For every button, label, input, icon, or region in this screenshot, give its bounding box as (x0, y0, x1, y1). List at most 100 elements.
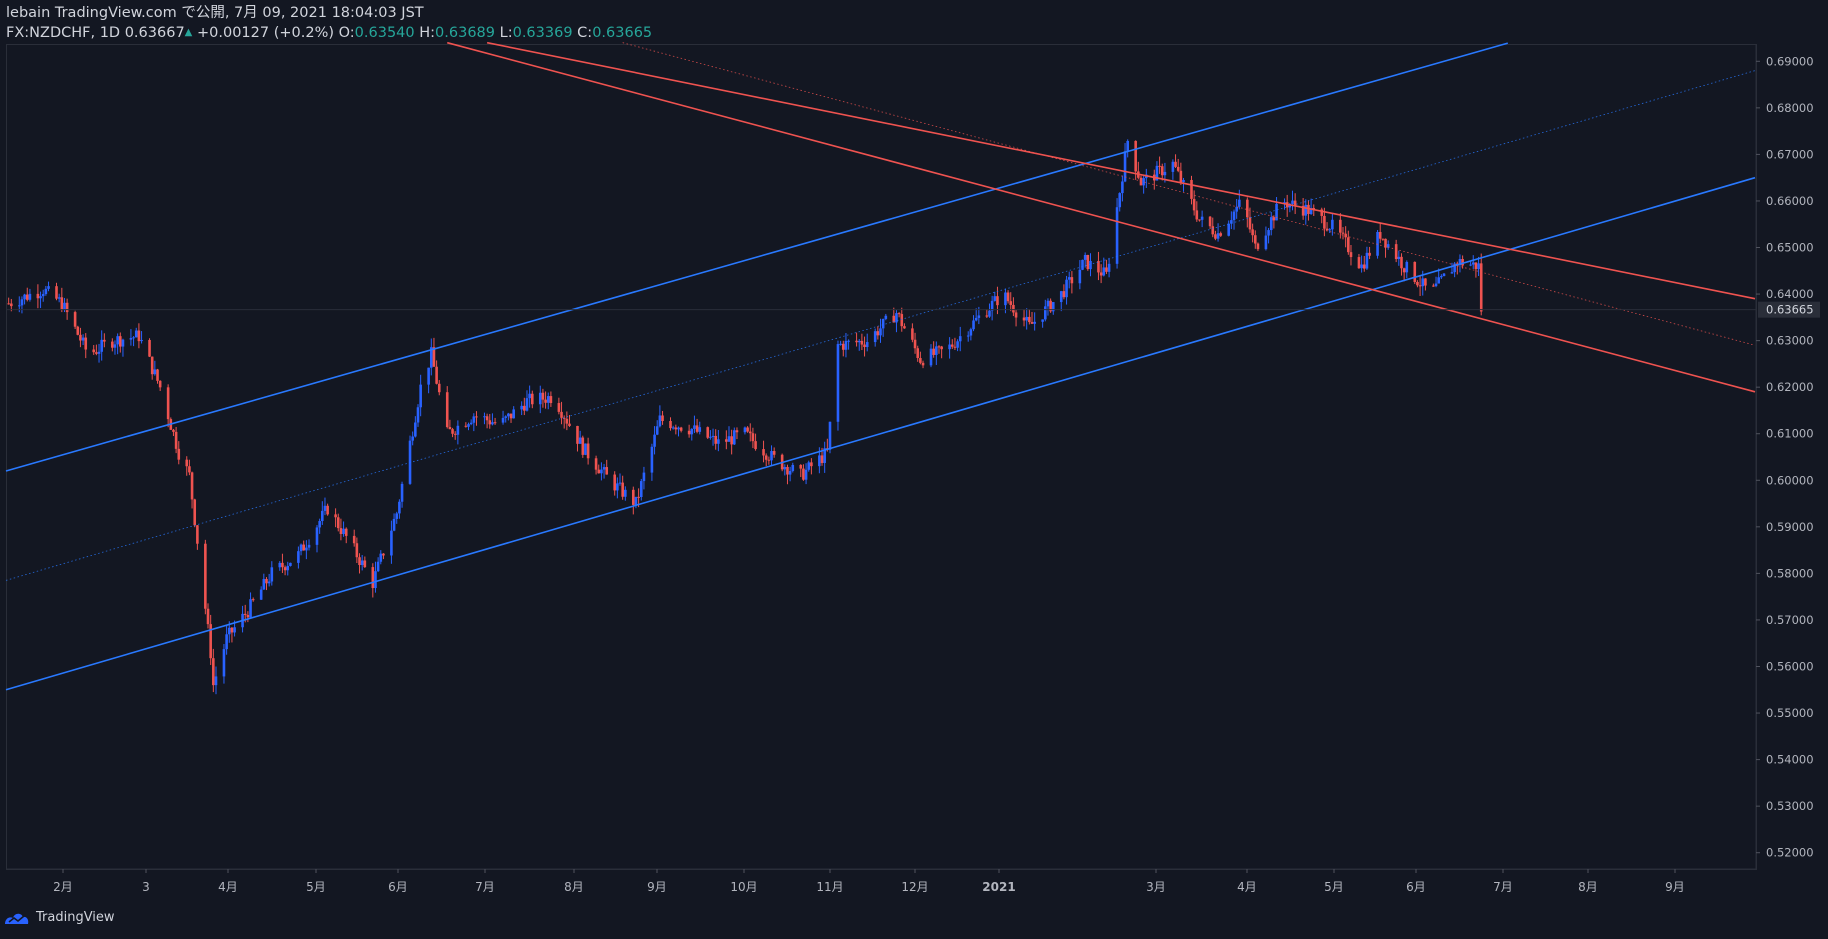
candle-body (1357, 257, 1361, 269)
candle-body (323, 505, 327, 511)
candle-body (1471, 262, 1475, 265)
candle-body (594, 458, 598, 470)
candle-body (950, 344, 954, 347)
candle-body (1089, 260, 1092, 270)
candle-body (1323, 215, 1326, 229)
candle-body (746, 427, 749, 432)
time-tick-label: 8月 (1578, 880, 1598, 894)
candle-body (246, 614, 250, 618)
candle-body (1416, 281, 1419, 286)
candle-body (568, 423, 571, 426)
candle-body (1227, 223, 1231, 236)
candle-body (538, 392, 542, 405)
price-tick-label: 0.61000 (1766, 427, 1814, 441)
candle-body (414, 422, 417, 437)
candle-body (121, 339, 125, 347)
candle-body (97, 351, 101, 354)
close-value: 0.63665 (592, 25, 653, 41)
candle-body (1320, 209, 1324, 216)
candle-body (799, 464, 803, 469)
candle-body (584, 443, 587, 455)
candle-body (541, 392, 545, 400)
candle-body (363, 560, 367, 568)
candle-body (57, 297, 61, 299)
candle-body (637, 496, 640, 498)
candle-body (1012, 304, 1015, 313)
candle-body (1347, 237, 1350, 253)
candle-body (1360, 264, 1363, 269)
candle-body (1232, 211, 1236, 221)
candle-body (243, 613, 247, 615)
candle-body (1097, 260, 1100, 273)
time-tick-label: 5月 (306, 880, 326, 894)
tradingview-branding[interactable]: TradingView (4, 910, 115, 925)
candle-body (1065, 279, 1068, 298)
price-change: +0.00127 (+0.2%) (196, 25, 335, 41)
candle-body (1477, 263, 1480, 270)
candle-body (802, 468, 805, 480)
candle-body (1214, 234, 1217, 239)
time-tick-label: 9月 (1665, 880, 1685, 894)
candle-body (1368, 252, 1371, 256)
candle-body (841, 343, 845, 350)
candle-body (1081, 259, 1084, 270)
candle-body (1328, 229, 1332, 231)
candle-body (602, 467, 606, 470)
candle-body (267, 581, 271, 584)
close-label: C: (577, 25, 593, 41)
candle-body (196, 525, 199, 544)
candle-body (55, 286, 58, 299)
candle-body (876, 331, 880, 336)
candle-body (1115, 207, 1119, 264)
candle-body (921, 362, 925, 366)
candle-body (717, 439, 720, 444)
candle-body (1009, 301, 1013, 305)
candle-body (1325, 228, 1329, 231)
candle-body (190, 472, 194, 500)
time-tick-label: 4月 (218, 880, 238, 894)
candle-body (1230, 220, 1233, 224)
candle-body (23, 294, 26, 300)
candle-body (754, 441, 757, 450)
candle-body (1394, 244, 1398, 260)
candle-body (448, 427, 452, 430)
candle-body (1174, 161, 1177, 167)
candle-body (1437, 277, 1440, 284)
candle-body (435, 366, 438, 384)
candle-body (1402, 268, 1406, 273)
candle-body (788, 470, 792, 475)
candle-body (233, 627, 236, 633)
candle-body (249, 599, 252, 618)
candle-body (895, 313, 898, 323)
price-tick-label: 0.52000 (1766, 846, 1814, 860)
candle-body (1384, 238, 1387, 248)
price-tick-label: 0.56000 (1766, 659, 1814, 673)
candle-body (562, 417, 566, 419)
candle-body (28, 293, 32, 300)
candle-body (1200, 216, 1204, 220)
candle-body (206, 608, 210, 625)
candle-body (772, 451, 776, 455)
candle-body (209, 624, 212, 659)
candle-body (525, 398, 529, 411)
candle-body (844, 340, 848, 350)
candle-body (1102, 267, 1106, 276)
candle-body (621, 482, 624, 497)
candle-body (764, 455, 768, 460)
candle-body (1405, 261, 1409, 273)
candle-body (520, 405, 523, 410)
candle-body (956, 341, 959, 348)
candle-body (698, 427, 702, 432)
candle-body (212, 658, 215, 686)
candle-body (185, 459, 189, 467)
candle-body (1216, 233, 1220, 239)
candle-body (334, 514, 337, 518)
candle-body (307, 544, 311, 548)
candle-body (395, 513, 399, 519)
candle-body (204, 543, 207, 609)
candle-body (95, 352, 98, 354)
candle-body (318, 521, 321, 528)
price-tick-label: 0.60000 (1766, 473, 1814, 487)
candle-body (751, 433, 755, 442)
